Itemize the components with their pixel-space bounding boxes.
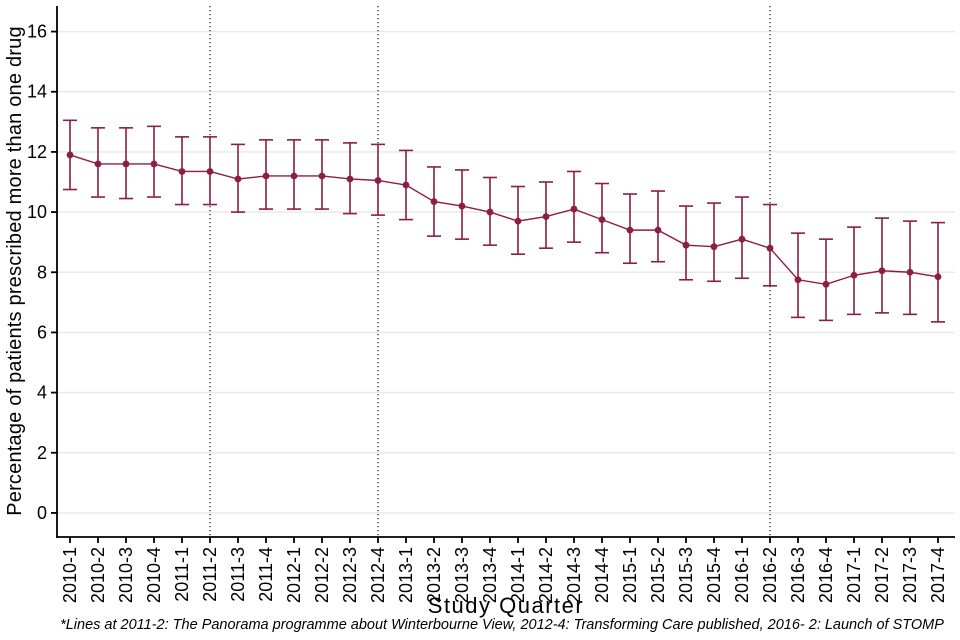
- data-point: [486, 208, 494, 216]
- x-tick-label: 2016-4: [816, 547, 836, 603]
- x-axis-title: Study Quarter: [428, 593, 584, 618]
- x-tick-label: 2016-2: [760, 547, 780, 603]
- data-point: [458, 202, 466, 210]
- x-tick-label: 2014-3: [564, 547, 584, 603]
- data-point: [794, 276, 802, 284]
- data-point: [654, 226, 662, 234]
- x-tick-label: 2013-4: [480, 547, 500, 603]
- x-tick-label: 2016-1: [732, 547, 752, 603]
- data-point: [514, 217, 522, 225]
- plot-area: 0 2 4 6 8 10 12 14 16 2010-1 2010-2 2010-3 2010-4 201…: [27, 6, 955, 603]
- y-tick-label: 0: [37, 503, 47, 523]
- data-point: [346, 175, 354, 183]
- data-point: [542, 213, 550, 220]
- data-point: [66, 151, 74, 159]
- data-point: [150, 160, 158, 168]
- x-tick-label: 2015-3: [676, 547, 696, 603]
- x-tick-label: 2015-1: [620, 547, 640, 603]
- x-tick-label: 2012-1: [284, 547, 304, 603]
- data-point: [402, 181, 410, 189]
- x-tick-label: 2017-1: [844, 547, 864, 603]
- x-tick-label: 2014-4: [592, 547, 612, 603]
- data-point: [262, 172, 270, 180]
- x-tick-label: 2015-2: [648, 547, 668, 603]
- data-point: [934, 273, 942, 281]
- x-tick-label: 2012-3: [340, 547, 360, 603]
- x-tick-label: 2012-4: [368, 547, 388, 603]
- x-tick-label: 2017-2: [872, 547, 892, 603]
- data-point: [430, 198, 438, 205]
- y-tick-label: 6: [37, 322, 47, 342]
- data-point: [290, 172, 298, 180]
- data-point: [878, 267, 886, 275]
- x-tick-label: 2017-3: [900, 547, 920, 603]
- data-point: [906, 268, 914, 276]
- x-tick-label: 2011-4: [256, 547, 276, 602]
- x-tick-label: 2015-4: [704, 547, 724, 603]
- y-tick-label: 14: [27, 82, 47, 102]
- data-point: [710, 243, 718, 251]
- x-tick-label: 2014-1: [508, 547, 528, 603]
- x-tick-label: 2013-1: [396, 547, 416, 603]
- y-tick-label: 8: [37, 262, 47, 282]
- data-point: [682, 241, 690, 249]
- series-line: [69, 154, 939, 286]
- data-point: [570, 205, 578, 213]
- y-tick-label: 12: [27, 142, 47, 162]
- x-tick-label: 2014-2: [536, 547, 556, 603]
- data-point: [766, 244, 774, 252]
- x-tick-label: 2010-1: [60, 547, 80, 603]
- x-tick-label: 2011-3: [228, 547, 248, 602]
- data-point: [94, 160, 102, 168]
- y-tick-label: 10: [27, 202, 47, 222]
- x-tick-label: 2017-4: [928, 547, 948, 603]
- x-tick-label: 2013-3: [452, 547, 472, 603]
- chart-footnote: *Lines at 2011-2: The Panorama programme…: [60, 617, 944, 633]
- data-point: [738, 235, 746, 243]
- data-point: [318, 172, 326, 180]
- x-tick-label: 2010-4: [144, 547, 164, 603]
- data-point: [234, 175, 242, 183]
- y-axis-title: Percentage of patients prescribed more t…: [4, 26, 26, 516]
- data-point: [206, 168, 214, 175]
- x-tick-label: 2012-2: [312, 547, 332, 603]
- y-tick-label: 2: [37, 443, 47, 463]
- x-tick-label: 2011-2: [200, 547, 220, 602]
- x-tick-label: 2011-1: [172, 547, 192, 602]
- data-point: [822, 280, 830, 288]
- data-point: [598, 216, 606, 224]
- x-tick-label: 2010-3: [116, 547, 136, 603]
- y-tick-label: 16: [27, 22, 47, 42]
- x-tick-label: 2016-3: [788, 547, 808, 603]
- y-tick-label: 4: [37, 383, 47, 403]
- data-point: [850, 271, 858, 279]
- data-point: [178, 168, 186, 175]
- data-point: [626, 226, 634, 234]
- data-point: [122, 160, 130, 168]
- data-point: [374, 177, 382, 184]
- x-tick-label: 2010-2: [88, 547, 108, 603]
- x-tick-label: 2013-2: [424, 547, 444, 603]
